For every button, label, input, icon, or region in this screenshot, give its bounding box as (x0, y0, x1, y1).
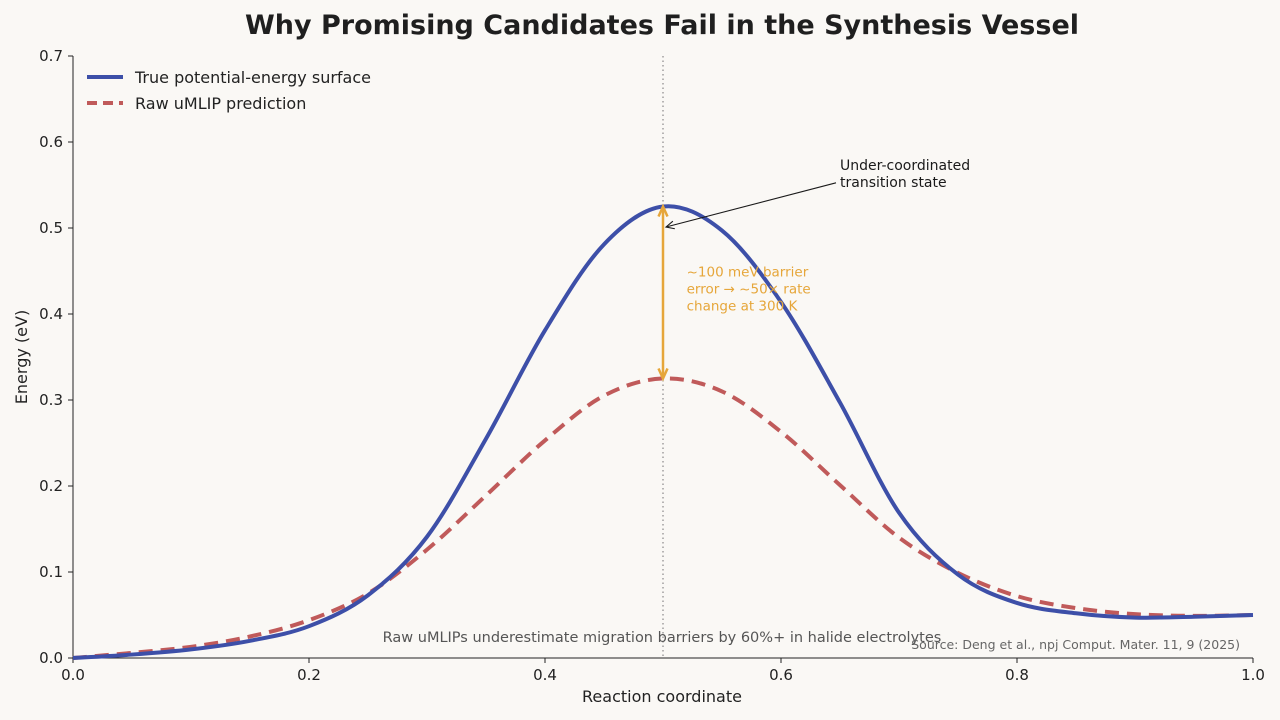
x-tick-label: 0.6 (769, 666, 793, 684)
peak-pointer-head (664, 220, 675, 230)
barrier-annotation-line-2: error → ~50× rate (687, 282, 811, 298)
barrier-annotation-line-3: change at 300 K (687, 299, 799, 315)
peak-annotation: Under-coordinated transition state (664, 158, 975, 230)
bottom-note: Raw uMLIPs underestimate migration barri… (383, 630, 942, 646)
y-tick-label: 0.2 (39, 477, 63, 495)
y-axis-label: Energy (eV) (12, 310, 31, 404)
y-tick-label: 0.0 (39, 649, 63, 667)
barrier-annotation-line-1: ~100 meV barrier (687, 265, 809, 281)
peak-annotation-text: Under-coordinated transition state (840, 158, 975, 191)
barrier-arrow-head-bottom (657, 367, 669, 382)
legend-label-1: Raw uMLIP prediction (135, 94, 306, 113)
y-tick-label: 0.6 (39, 133, 63, 151)
y-tick-label: 0.7 (39, 47, 63, 65)
chart-title: Why Promising Candidates Fail in the Syn… (245, 10, 1079, 41)
barrier-error-annotation: ~100 meV barrier error → ~50× rate chang… (687, 265, 815, 315)
peak-annotation-line-2: transition state (840, 175, 947, 191)
y-tick-label: 0.1 (39, 563, 63, 581)
y-ticks: 0.0 0.1 0.2 0.3 0.4 0.5 0.6 0.7 (39, 47, 73, 667)
axes (72, 56, 1253, 659)
x-axis-label: Reaction coordinate (582, 687, 742, 706)
peak-annotation-line-1: Under-coordinated (840, 158, 970, 174)
x-tick-label: 0.4 (533, 666, 557, 684)
x-tick-label: 0.8 (1005, 666, 1029, 684)
series-line-1 (72, 376, 1254, 660)
y-tick-label: 0.5 (39, 219, 63, 237)
x-ticks: 0.0 0.2 0.4 0.6 0.8 1.0 (61, 658, 1265, 684)
y-tick-label: 0.3 (39, 391, 63, 409)
x-tick-label: 0.2 (297, 666, 321, 684)
source-note: Source: Deng et al., npj Comput. Mater. … (911, 637, 1240, 652)
barrier-arrow-head-top (657, 203, 669, 218)
legend-label-0: True potential-energy surface (134, 68, 371, 87)
x-tick-label: 1.0 (1241, 666, 1265, 684)
peak-pointer-line (665, 182, 837, 228)
x-tick-label: 0.0 (61, 666, 85, 684)
legend: True potential-energy surface Raw uMLIP p… (87, 68, 371, 113)
y-tick-label: 0.4 (39, 305, 63, 323)
barrier-error-arrow (657, 203, 669, 382)
